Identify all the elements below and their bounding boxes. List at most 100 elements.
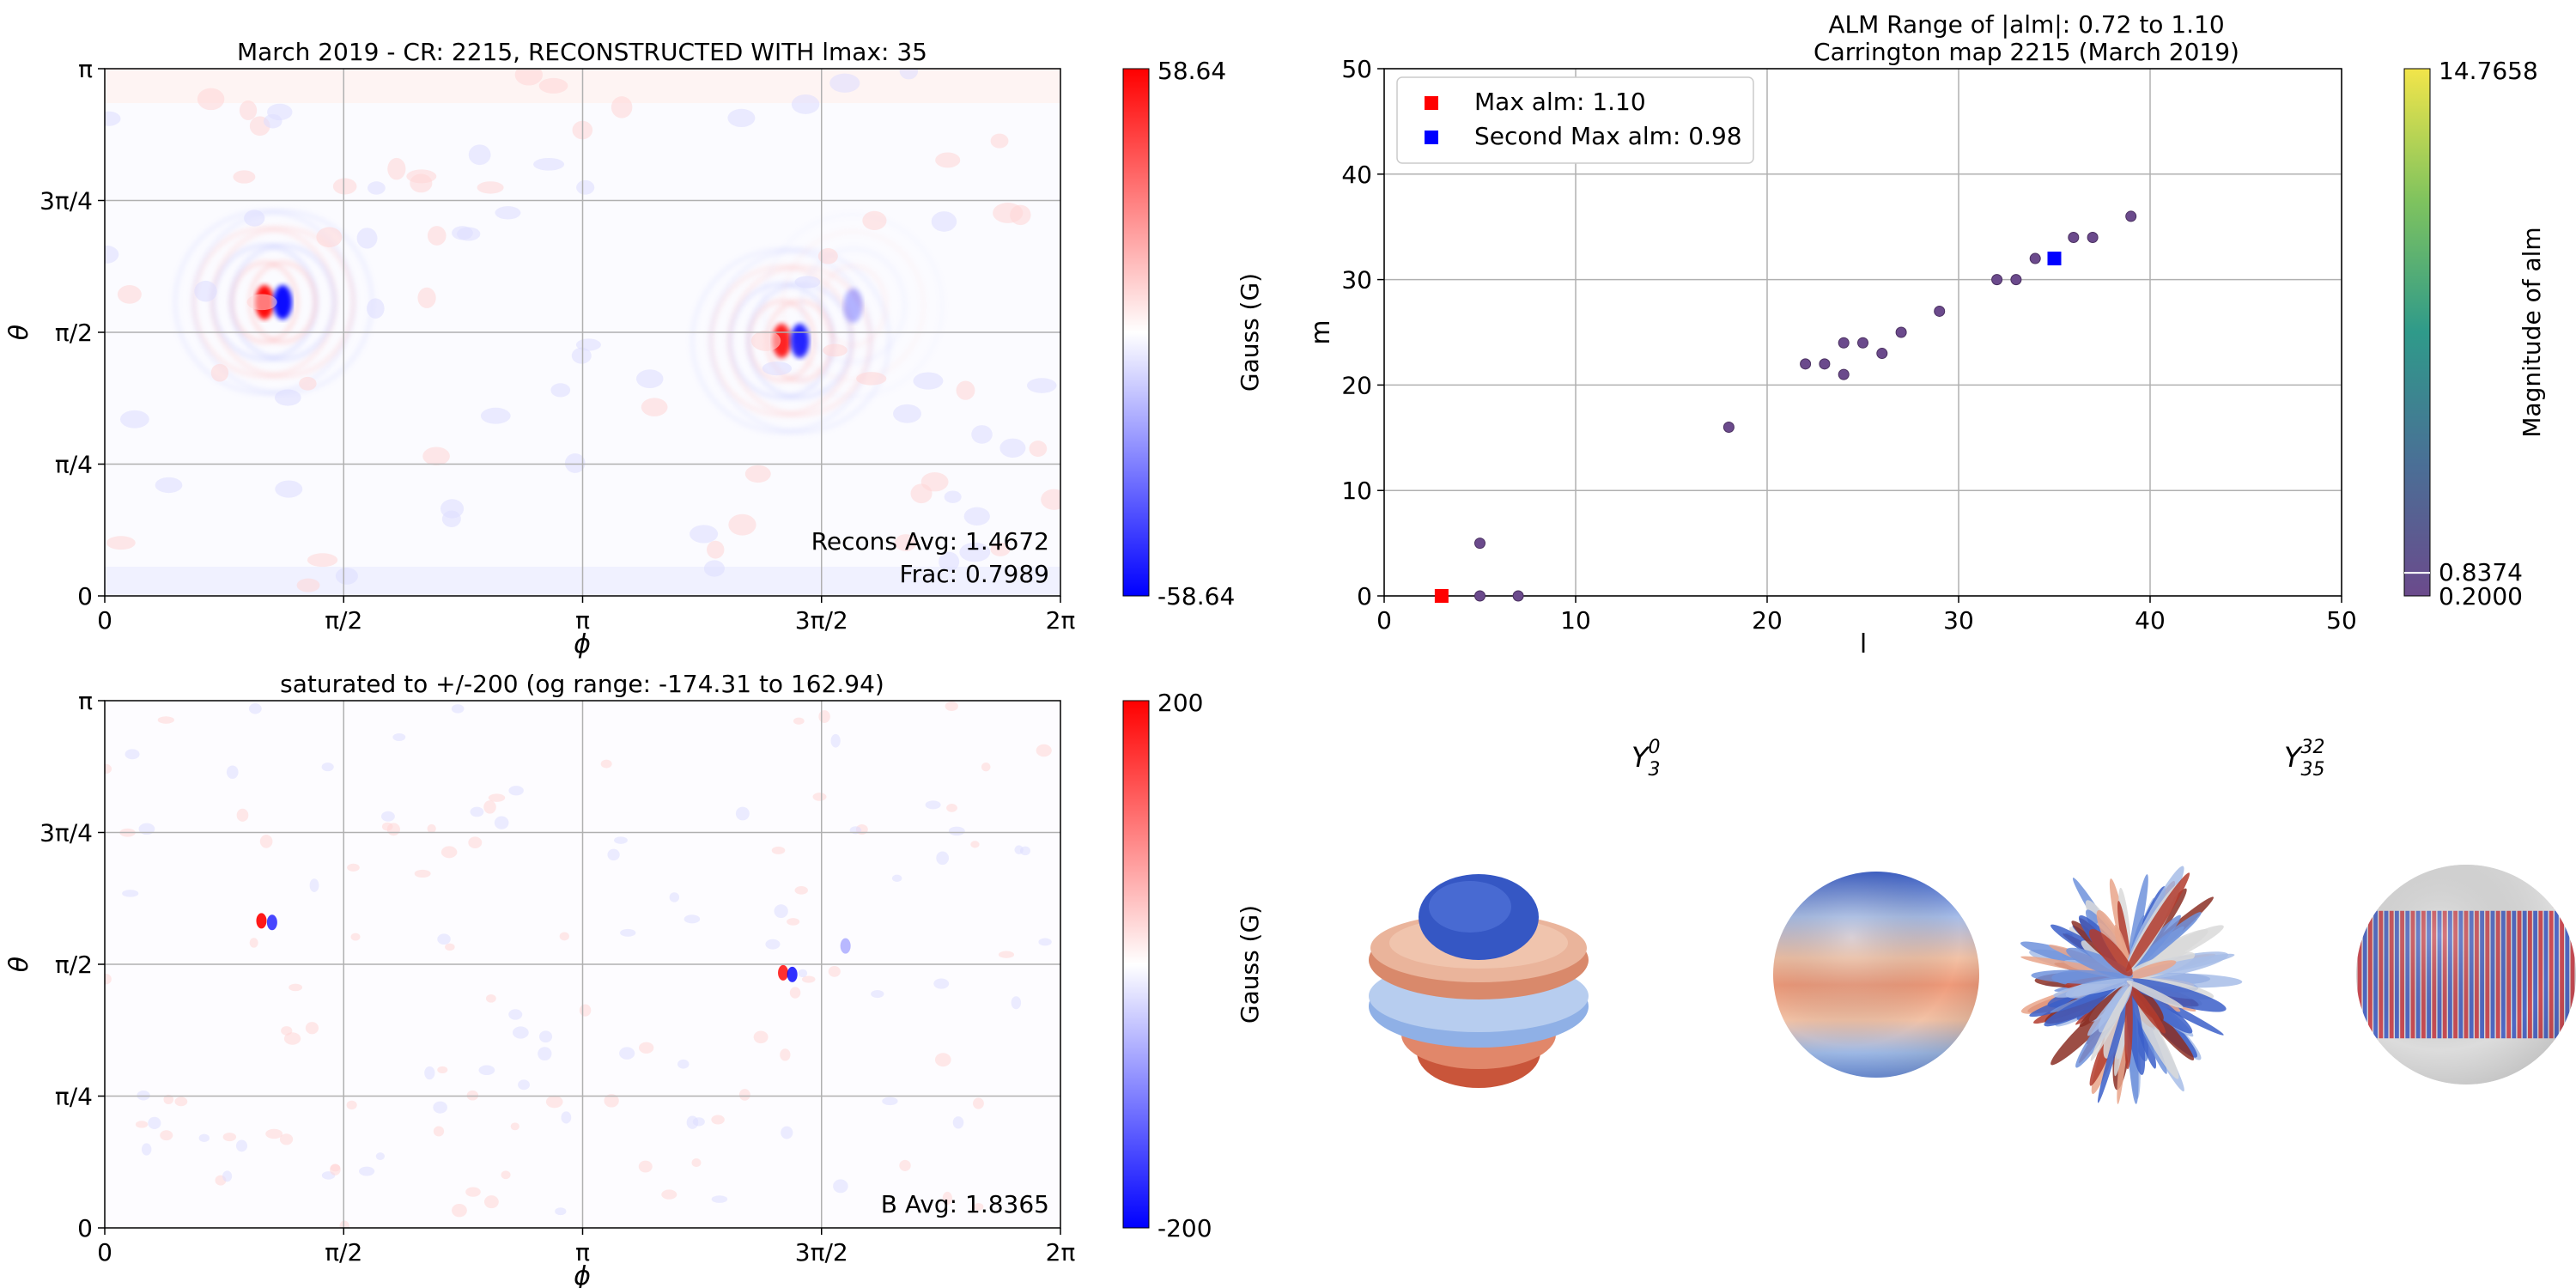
map1-frac: Frac: 0.7989 xyxy=(900,560,1049,588)
map2-speckle xyxy=(501,1170,511,1180)
map2-speckle xyxy=(970,841,980,848)
map2-speckle xyxy=(157,716,174,724)
map1-speckle xyxy=(1029,440,1048,457)
map1-speckle xyxy=(899,69,919,80)
map2-feature-positive xyxy=(778,964,789,981)
map2-speckle xyxy=(798,969,808,978)
map1-speckle xyxy=(441,510,461,528)
map1-speckle xyxy=(690,525,719,544)
map2-speckle xyxy=(638,1160,653,1173)
map1-speckle xyxy=(296,578,320,592)
map2-feature-positive xyxy=(256,913,267,929)
map2-speckle xyxy=(942,1191,952,1206)
alm-xticks: 0 10 20 30 40 50 xyxy=(1376,596,2357,635)
alm-ytick-label: 10 xyxy=(1341,477,1372,505)
map2-speckle xyxy=(1038,938,1052,946)
map2-speckle xyxy=(833,1179,848,1194)
map1-speckle xyxy=(316,227,343,248)
map2-speckle xyxy=(478,1065,495,1076)
map2-speckle xyxy=(1011,996,1022,1010)
map2-speckle xyxy=(249,938,258,948)
map2-speckle xyxy=(163,1094,174,1104)
alm-legend-box xyxy=(1396,76,1754,164)
map2-speckle xyxy=(321,762,334,772)
map2-xticks: 0 π/2 π 3π/2 2π xyxy=(97,1228,1075,1267)
map2-xtick-label: 2π xyxy=(1046,1238,1076,1267)
map2-speckle xyxy=(265,1128,283,1139)
map2-speckle xyxy=(604,1094,619,1108)
alm-point xyxy=(1474,538,1485,550)
map2-speckle xyxy=(466,1090,479,1101)
map1-speckle xyxy=(913,372,944,390)
map2-speckle xyxy=(545,1095,563,1109)
map1-speckle xyxy=(635,369,664,389)
map1-speckle xyxy=(862,210,887,230)
map1-speckle xyxy=(105,111,121,126)
map2-speckle xyxy=(339,1220,349,1228)
map2-speckle xyxy=(1014,845,1024,854)
map2-colorbar-min: -200 xyxy=(1157,1214,1212,1242)
map2-speckle xyxy=(488,793,506,802)
map2-ylabel: θ xyxy=(4,957,34,972)
map2-speckle xyxy=(614,836,628,844)
map2-speckle xyxy=(279,1133,294,1145)
map2-speckle xyxy=(138,823,155,835)
map1-speckle xyxy=(427,226,447,246)
map2-speckle xyxy=(639,1042,654,1054)
map1-speckle xyxy=(744,465,771,483)
map1-speckle xyxy=(931,211,957,232)
map2-speckle xyxy=(483,800,496,814)
map2-speckle xyxy=(600,759,612,769)
map1-speckle xyxy=(239,100,258,121)
map2-speckle xyxy=(468,836,483,849)
map1-xtick-label: π xyxy=(575,606,590,635)
map1-xtick-label: 3π/2 xyxy=(795,606,848,635)
map2-speckle xyxy=(765,939,781,950)
harmonics-panel: Y0 3 Y32 35 xyxy=(1369,737,2576,1104)
map2-speckle xyxy=(445,943,455,951)
alm-point xyxy=(1895,326,1907,338)
map2-speckle xyxy=(105,974,112,985)
map2-speckle xyxy=(465,1187,481,1197)
map2-speckle xyxy=(818,710,830,723)
map1-feature-negative xyxy=(761,211,945,399)
map1-speckle xyxy=(641,398,668,416)
map2-speckle xyxy=(677,1059,690,1069)
map2-speckle xyxy=(424,1066,435,1080)
map1-speckle xyxy=(275,480,303,498)
map2-speckle xyxy=(135,1121,149,1128)
map2-b-avg: B Avg: 1.8365 xyxy=(881,1190,1049,1218)
map2-speckle xyxy=(508,1009,523,1020)
map2-speckle xyxy=(518,1079,530,1091)
alm-point xyxy=(1838,368,1850,380)
legend-second-max-label: Second Max alm: 0.98 xyxy=(1474,122,1742,150)
map1-speckle xyxy=(538,77,568,94)
map1-speckle xyxy=(495,206,521,220)
map2-feature-negative xyxy=(787,966,798,982)
map2-features xyxy=(105,701,1052,1228)
alm-colorbar-label: Magnitude of alm xyxy=(2518,227,2546,437)
map1-speckle xyxy=(1026,378,1057,393)
map2-title: saturated to +/-200 (og range: -174.31 t… xyxy=(280,670,884,698)
map2-speckle xyxy=(891,874,902,882)
y3532-spike xyxy=(2090,984,2132,1061)
map1-speckle xyxy=(514,69,544,86)
map1-speckle xyxy=(307,553,338,568)
alm-ytick-label: 30 xyxy=(1341,266,1372,295)
map1-speckle xyxy=(956,380,975,400)
map1-colorbar xyxy=(1122,68,1150,597)
map2-speckle xyxy=(174,1097,188,1107)
map2-speckle xyxy=(358,1166,375,1176)
alm-point xyxy=(1876,348,1888,360)
max-alm-marker xyxy=(1434,589,1449,603)
map2-xtick-label: 3π/2 xyxy=(795,1238,848,1267)
alm-points xyxy=(1434,210,2137,603)
map2-speckle xyxy=(236,808,249,822)
alm-point xyxy=(1722,422,1735,434)
map2-speckle xyxy=(392,732,406,742)
map1-xticks: 0 π/2 π 3π/2 2π xyxy=(97,596,1075,635)
map2-speckle xyxy=(830,733,841,748)
map2-speckle xyxy=(427,823,436,834)
map2-speckle xyxy=(105,763,112,775)
map2-speckle xyxy=(781,1126,793,1139)
